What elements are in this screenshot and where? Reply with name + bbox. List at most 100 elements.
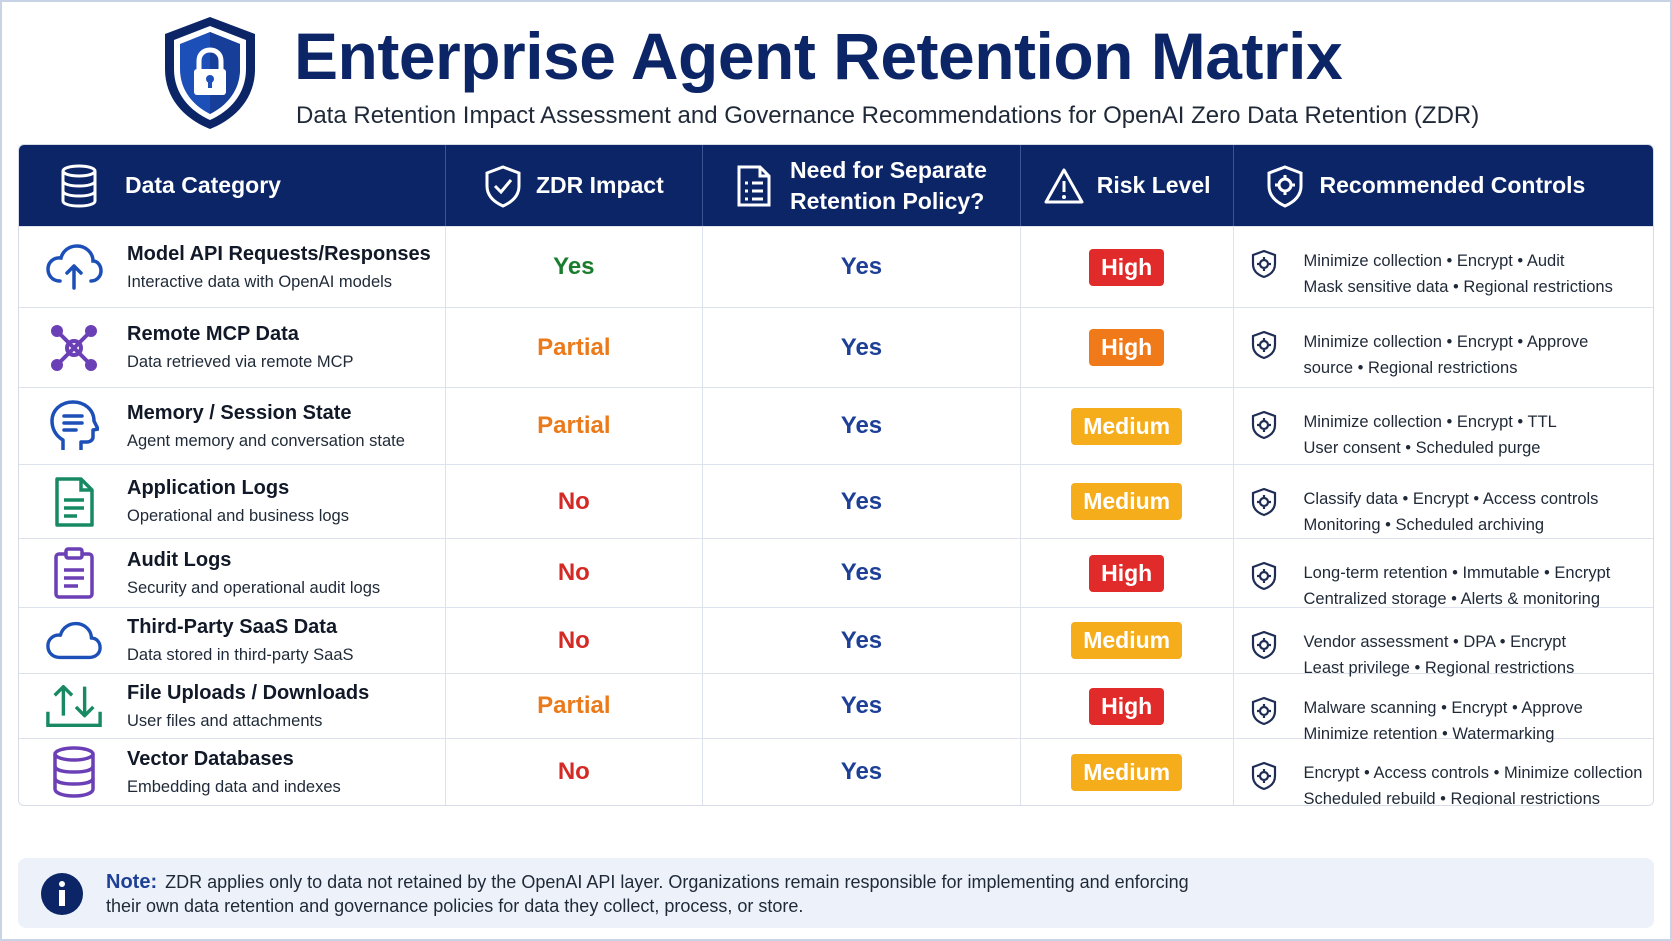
controls-cell: Encrypt • Access controls • Minimize col… <box>1234 739 1653 805</box>
shield-gear-icon <box>1250 761 1278 791</box>
category-cell: Model API Requests/Responses Interactive … <box>19 227 446 307</box>
risk-level-badge: Medium <box>1071 753 1183 791</box>
controls-cell: Minimize collection • Encrypt • Approve s… <box>1234 308 1653 387</box>
zdr-impact-value: Partial <box>537 692 611 719</box>
column-header-category: Data Category <box>19 145 446 226</box>
separate-policy-cell: Yes <box>703 388 1021 464</box>
risk-level-badge: Medium <box>1071 407 1183 445</box>
note-text: Note: ZDR applies only to data not retain… <box>106 870 1189 918</box>
document-icon <box>45 473 103 531</box>
controls-cell: Minimize collection • Encrypt • TTL User … <box>1234 388 1653 464</box>
category-name: Memory / Session State <box>127 401 352 424</box>
note-line1: ZDR applies only to data not retained by… <box>165 872 1189 892</box>
table-body: Model API Requests/Responses Interactive … <box>19 226 1653 805</box>
zdr-impact-value: Partial <box>537 412 611 439</box>
risk-level-badge: Medium <box>1071 483 1183 520</box>
upload-download-icon <box>45 677 103 735</box>
zdr-impact-value: No <box>557 626 590 654</box>
column-header-controls: Recommended Controls <box>1234 145 1654 226</box>
controls-cell: Long-term retention • Immutable • Encryp… <box>1234 539 1653 608</box>
separate-policy-value: Yes <box>840 412 883 439</box>
category-name: Application Logs <box>127 477 290 499</box>
controls-line: Least privilege • Regional restrictions <box>1303 659 1575 677</box>
separate-policy-cell: Yes <box>703 739 1021 805</box>
shield-gear-icon <box>1250 630 1278 660</box>
page-title: Enterprise Agent Retention Matrix <box>294 19 1343 93</box>
category-text: Model API Requests/Responses Interactive … <box>127 243 431 292</box>
category-text: Third-Party SaaS Data Data stored in thir… <box>127 616 354 665</box>
category-text: Remote MCP Data Data retrieved via remote… <box>127 323 354 372</box>
category-name: Remote MCP Data <box>127 323 299 345</box>
zdr-impact-value: No <box>557 758 590 785</box>
separate-policy-value: Yes <box>840 692 883 719</box>
category-description: Interactive data with OpenAI models <box>127 272 393 291</box>
shield-check-icon <box>485 164 521 208</box>
head-memory-icon <box>45 397 103 455</box>
table-row: Audit Logs Security and operational audit… <box>19 538 1653 608</box>
clipboard-icon <box>45 544 103 602</box>
shield-gear-icon <box>1267 164 1302 208</box>
shield-gear-icon <box>1250 487 1278 517</box>
separate-policy-cell: Yes <box>703 465 1021 538</box>
category-description: Data stored in third-party SaaS <box>127 646 354 664</box>
separate-policy-value: Yes <box>840 758 883 785</box>
controls-cell: Minimize collection • Encrypt • Audit Mas… <box>1234 227 1653 307</box>
risk-level-cell: High <box>1021 227 1234 307</box>
controls-line: Monitoring • Scheduled archiving <box>1303 516 1545 534</box>
category-cell: File Uploads / Downloads User files and a… <box>19 674 446 738</box>
controls-line: Minimize collection • Encrypt • Audit <box>1303 252 1565 270</box>
category-cell: Application Logs Operational and business… <box>19 465 446 538</box>
category-cell: Memory / Session State Agent memory and c… <box>19 388 446 464</box>
controls-text: Vendor assessment • DPA • Encrypt Least p… <box>1304 629 1575 681</box>
category-name: File Uploads / Downloads <box>127 681 370 704</box>
controls-text: Minimize collection • Encrypt • TTL User … <box>1304 409 1557 461</box>
category-cell: Vector Databases Embedding data and index… <box>19 739 446 805</box>
network-nodes-icon <box>45 319 103 377</box>
shield-gear-icon <box>1250 410 1278 440</box>
info-icon <box>41 873 83 915</box>
cloud-upload-icon <box>45 238 103 296</box>
column-header-controls-label: Recommended Controls <box>1319 172 1586 198</box>
risk-level-badge: High <box>1089 687 1165 725</box>
risk-level-badge: High <box>1089 329 1165 366</box>
separate-policy-cell: Yes <box>703 539 1021 607</box>
table-row: Memory / Session State Agent memory and c… <box>19 387 1653 464</box>
zdr-impact-cell: Yes <box>446 227 704 307</box>
zdr-impact-cell: Partial <box>446 388 704 464</box>
column-header-separate-line2: Retention Policy? <box>790 187 985 214</box>
column-header-separate-line1: Need for Separate <box>790 156 987 183</box>
category-text: Vector Databases Embedding data and index… <box>127 748 341 797</box>
controls-text: Malware scanning • Encrypt • Approve Mini… <box>1304 695 1583 747</box>
risk-level-cell: High <box>1021 539 1234 607</box>
column-header-risk: Risk Level <box>1021 145 1234 226</box>
zdr-impact-cell: Partial <box>446 308 704 387</box>
note-line2: their own data retention and governance … <box>106 896 804 916</box>
category-text: Memory / Session State Agent memory and c… <box>127 402 405 451</box>
category-description: Data retrieved via remote MCP <box>127 353 354 371</box>
controls-text: Long-term retention • Immutable • Encryp… <box>1304 560 1611 612</box>
zdr-impact-cell: No <box>446 739 704 805</box>
zdr-impact-value: No <box>557 487 590 515</box>
category-cell: Third-Party SaaS Data Data stored in thir… <box>19 608 446 673</box>
controls-line: Encrypt • Access controls • Minimize col… <box>1303 764 1643 782</box>
column-header-separate-policy: Need for Separate Retention Policy? <box>703 145 1021 226</box>
table-header: Data Category ZDR Impact Need for Separa… <box>19 145 1653 226</box>
controls-text: Classify data • Encrypt • Access control… <box>1304 486 1599 538</box>
zdr-impact-cell: No <box>446 608 704 673</box>
shield-gear-icon <box>1250 561 1278 591</box>
retention-matrix-table: Data Category ZDR Impact Need for Separa… <box>18 144 1654 806</box>
zdr-impact-cell: No <box>446 539 704 607</box>
category-cell: Remote MCP Data Data retrieved via remote… <box>19 308 446 387</box>
separate-policy-cell: Yes <box>703 608 1021 673</box>
zdr-impact-cell: No <box>446 465 704 538</box>
controls-line: Scheduled rebuild • Regional restriction… <box>1303 790 1601 806</box>
controls-line: Minimize collection • Encrypt • Approve <box>1303 333 1589 351</box>
note-box: Note: ZDR applies only to data not retain… <box>18 858 1654 928</box>
page-subtitle: Data Retention Impact Assessment and Gov… <box>296 102 1480 129</box>
zdr-impact-cell: Partial <box>446 674 704 738</box>
column-header-risk-label: Risk Level <box>1096 172 1211 198</box>
category-description: Operational and business logs <box>127 507 349 525</box>
shield-gear-icon <box>1250 330 1278 360</box>
shield-gear-icon <box>1250 696 1278 726</box>
